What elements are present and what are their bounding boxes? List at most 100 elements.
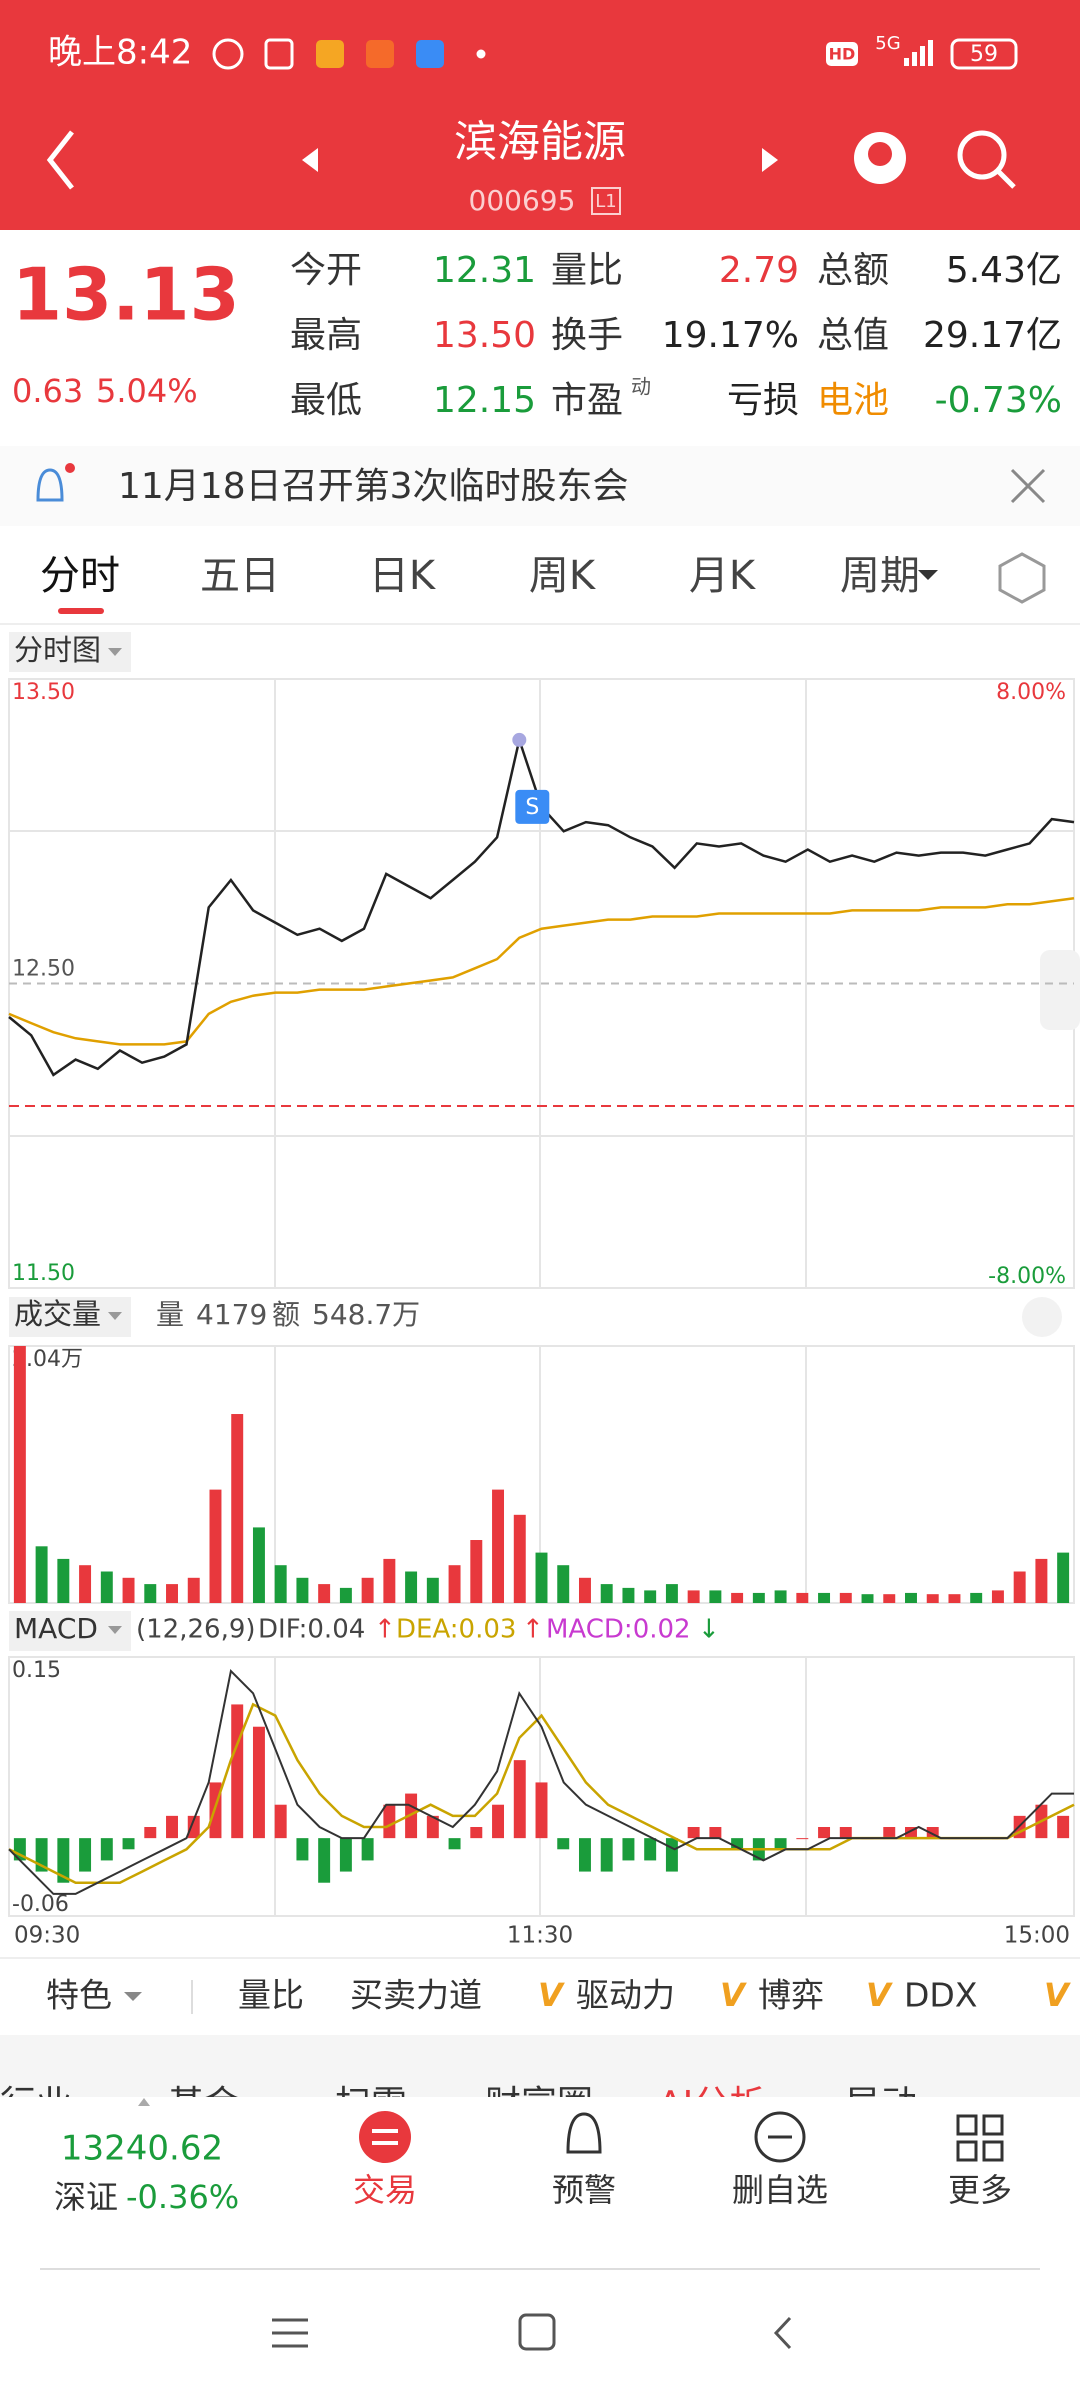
more-icon[interactable] bbox=[956, 2114, 1004, 2162]
close-notice[interactable] bbox=[1010, 468, 1046, 504]
volume-bar bbox=[426, 1577, 439, 1603]
nav-label[interactable]: 删自选 bbox=[732, 2171, 828, 2209]
remove-icon[interactable] bbox=[754, 2111, 806, 2163]
volume-bar bbox=[405, 1571, 418, 1603]
nav-label[interactable]: 交易 bbox=[353, 2171, 417, 2209]
macd-trend: ↓ bbox=[698, 1615, 720, 1645]
tab[interactable]: 周K bbox=[529, 553, 597, 599]
amount-value: 548.7万 bbox=[312, 1298, 420, 1331]
indicator-tab[interactable]: 特色 bbox=[46, 1976, 112, 2015]
macd-bar bbox=[144, 1827, 157, 1839]
macd-bar bbox=[13, 1838, 26, 1861]
quote-value: 12.15 bbox=[433, 380, 536, 421]
index-value[interactable]: 13240.62 bbox=[61, 2129, 223, 2169]
quote-value: 2.79 bbox=[719, 250, 799, 291]
quote-label: 最低 bbox=[290, 380, 362, 421]
macd-bar bbox=[122, 1838, 135, 1850]
stock-name: 滨海能源 bbox=[454, 118, 626, 168]
back[interactable] bbox=[46, 130, 74, 190]
system-nav[interactable] bbox=[272, 2313, 792, 2351]
quote-value: 19.17% bbox=[662, 315, 799, 356]
pct-bottom: -8.00% bbox=[988, 1264, 1066, 1289]
sub-tab[interactable]: 基金 bbox=[168, 2084, 240, 2125]
volume-bar bbox=[57, 1558, 70, 1603]
macd-bar bbox=[926, 1827, 939, 1839]
tab[interactable]: 日K bbox=[369, 553, 437, 599]
macd-bar bbox=[231, 1704, 244, 1839]
macd-params: (12,26,9) bbox=[136, 1615, 256, 1645]
vip-mark: V bbox=[538, 1976, 565, 2014]
indicator-tab[interactable]: DDX bbox=[904, 1976, 977, 2015]
pct-top: 8.00% bbox=[996, 680, 1066, 705]
tab[interactable]: 月K bbox=[689, 553, 757, 599]
volume-bar bbox=[687, 1590, 700, 1603]
macd-label[interactable]: MACD bbox=[14, 1612, 98, 1645]
nav-label[interactable]: 预警 bbox=[552, 2171, 616, 2209]
volume-bar bbox=[209, 1489, 222, 1603]
volume-bar bbox=[187, 1577, 200, 1603]
volume-bar bbox=[79, 1565, 92, 1603]
next-stock[interactable] bbox=[762, 148, 778, 172]
volume-bar bbox=[1057, 1552, 1070, 1603]
indicator-tab[interactable]: 买卖力道 bbox=[350, 1976, 482, 2015]
settings[interactable] bbox=[998, 552, 1046, 604]
sub-tab[interactable]: AI分析 bbox=[658, 2084, 765, 2125]
notice[interactable]: 11月18日召开第3次临时股东会 bbox=[118, 466, 629, 507]
volume-bar bbox=[991, 1590, 1004, 1603]
header-bg bbox=[0, 0, 1080, 230]
macd-bar bbox=[644, 1838, 657, 1861]
nav-label[interactable]: 更多 bbox=[948, 2171, 1012, 2209]
side-handle[interactable] bbox=[1040, 950, 1080, 1030]
sub-tab[interactable]: 财富圈 bbox=[485, 2084, 593, 2125]
search[interactable] bbox=[957, 130, 1007, 180]
tab[interactable]: 分时 bbox=[40, 553, 120, 599]
volume-bar bbox=[839, 1592, 852, 1603]
volume-bar bbox=[665, 1584, 678, 1603]
quote-value: 亏损 bbox=[727, 380, 799, 421]
tab[interactable]: 五日 bbox=[200, 553, 280, 599]
macd-bar bbox=[274, 1804, 287, 1839]
macd-bar bbox=[818, 1827, 831, 1839]
macd-bar bbox=[622, 1838, 635, 1861]
macd-bar bbox=[796, 1838, 809, 1840]
vip-mark: V bbox=[720, 1976, 747, 2014]
macd-bar bbox=[448, 1838, 461, 1850]
y-tick-label: 12.50 bbox=[12, 957, 75, 982]
tab[interactable]: 周期 bbox=[840, 553, 920, 599]
alert-icon[interactable] bbox=[566, 2112, 602, 2154]
indicator-tab[interactable]: 驱动力 bbox=[576, 1976, 675, 2015]
quote-label-sup: 动 bbox=[631, 375, 651, 399]
volume-bar bbox=[252, 1527, 265, 1603]
macd-bar bbox=[731, 1838, 744, 1850]
y-tick-label: 0.15 bbox=[12, 1658, 61, 1683]
expand[interactable] bbox=[1022, 1297, 1062, 1337]
board: L1 bbox=[595, 191, 616, 212]
volume-bar bbox=[361, 1577, 374, 1603]
trade-icon[interactable] bbox=[359, 2111, 411, 2163]
sub-tab[interactable]: 扫雷 bbox=[335, 2084, 407, 2125]
volume-bar bbox=[383, 1558, 396, 1603]
macd-bar bbox=[100, 1838, 113, 1861]
sub-tab[interactable]: 行业 bbox=[0, 2084, 72, 2125]
dif-line bbox=[8, 1668, 1074, 1895]
macd-bar bbox=[905, 1827, 917, 1839]
prev-stock[interactable] bbox=[302, 148, 318, 172]
volume-bar bbox=[100, 1571, 113, 1603]
macd-bar bbox=[492, 1804, 505, 1839]
y-tick-label: 11.50 bbox=[12, 1261, 75, 1286]
network: 5G bbox=[875, 33, 900, 54]
last-price: 13.13 bbox=[12, 253, 240, 337]
notice-bg bbox=[0, 446, 1080, 526]
chart-label[interactable]: 分时图 bbox=[14, 633, 101, 667]
volume-bar bbox=[752, 1592, 765, 1603]
tab-underline bbox=[58, 608, 104, 614]
quote-label: 电池 bbox=[817, 380, 889, 421]
macd-bar bbox=[252, 1726, 265, 1839]
macd-bar bbox=[578, 1838, 591, 1872]
sub-tab[interactable]: 异动 bbox=[845, 2084, 917, 2125]
indicator-tab[interactable]: 量比 bbox=[238, 1976, 304, 2015]
volume-label[interactable]: 成交量 bbox=[14, 1297, 101, 1331]
indicator-tab[interactable]: 博弈 bbox=[758, 1976, 824, 2015]
macd-bar bbox=[600, 1838, 613, 1872]
volume-bar bbox=[948, 1594, 961, 1603]
